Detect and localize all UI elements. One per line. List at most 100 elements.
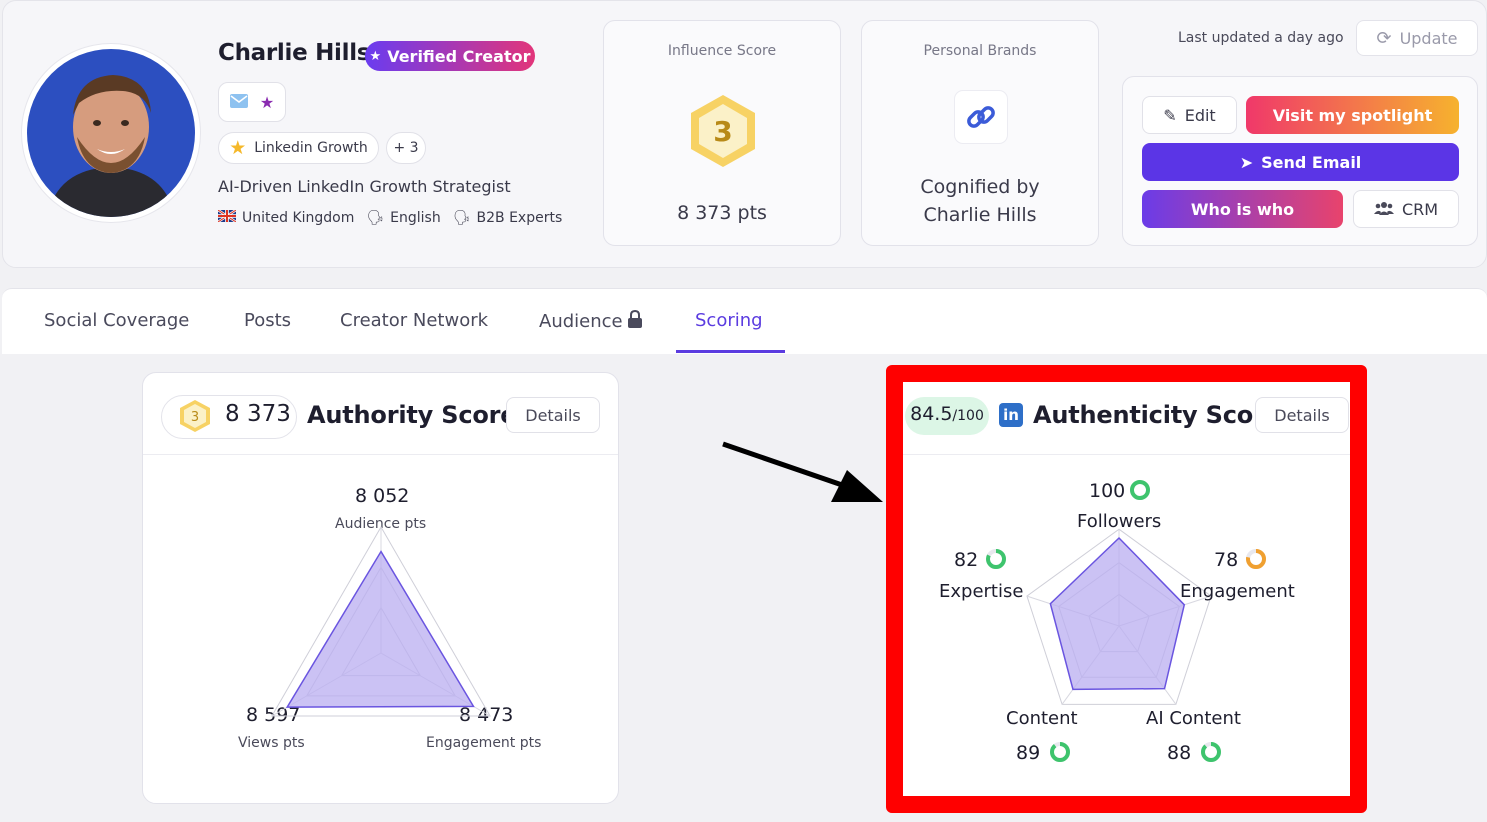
- tag-more-label: + 3: [393, 140, 419, 156]
- authenticity-suffix: /100: [952, 408, 984, 424]
- score-ring-progress: [1201, 742, 1221, 762]
- radar-value-label: 88: [1167, 742, 1191, 764]
- tab-posts[interactable]: Posts: [244, 310, 292, 331]
- authenticity-title: Authenticity Score: [1033, 401, 1281, 429]
- radar-value-label: 89: [1016, 742, 1040, 764]
- tab-creator-network[interactable]: Creator Network: [340, 310, 489, 331]
- star-icon: ★: [229, 137, 247, 159]
- speaking-head-icon: 🗣: [452, 210, 471, 226]
- radar-grid-ring: [1026, 528, 1212, 705]
- divider: [887, 454, 1363, 455]
- radar-grid-ring: [271, 526, 491, 717]
- crm-button[interactable]: CRM: [1353, 190, 1459, 228]
- update-button[interactable]: ⟳ Update: [1356, 20, 1478, 56]
- authenticity-details-button[interactable]: Details: [1255, 397, 1349, 433]
- audience-pts-value: 8 052: [355, 485, 410, 507]
- expertise-label: Expertise: [939, 581, 1024, 602]
- crm-label: CRM: [1401, 199, 1439, 219]
- influence-label: Influence Score: [667, 43, 777, 59]
- edit-icon: ✎: [1163, 105, 1177, 125]
- score-ring-progress: [986, 549, 1006, 569]
- authenticity-radar-chart: 100 78 88 89 82: [954, 480, 1266, 764]
- update-label: Update: [1399, 28, 1458, 48]
- tag-linkedin-growth[interactable]: ★ Linkedin Growth: [218, 132, 379, 164]
- send-icon: ➤: [1239, 152, 1254, 172]
- rank-hexagon-icon: 3: [180, 400, 210, 432]
- influence-rank: 3: [713, 115, 732, 148]
- audience-type: B2B Experts: [476, 210, 563, 226]
- authenticity-value-pill: 84.5 /100: [905, 397, 989, 435]
- personal-brands-card: Personal Brands Cognified by Charlie Hil…: [861, 20, 1099, 246]
- views-pts-label: Views pts: [238, 735, 305, 751]
- who-is-who-button[interactable]: Who is who: [1142, 190, 1343, 228]
- score-ring-progress: [1050, 742, 1070, 762]
- profile-meta: United Kingdom 🗣 English 🗣 B2B Experts: [217, 209, 563, 226]
- star-icon: ★: [369, 48, 382, 64]
- refresh-icon: ⟳: [1376, 27, 1392, 49]
- avatar: [22, 44, 200, 222]
- avatar-image: [27, 49, 195, 217]
- tabs-bar: [2, 288, 1487, 354]
- edit-label: Edit: [1184, 105, 1216, 125]
- authenticity-score-card: 84.5 /100 in Authenticity Score Details …: [886, 372, 1364, 804]
- followers-label: Followers: [1077, 511, 1162, 532]
- brand-name[interactable]: Cognified by Charlie Hills: [862, 173, 1098, 229]
- brand-line-2: Charlie Hills: [923, 204, 1037, 226]
- linkedin-icon: in: [999, 403, 1023, 427]
- score-ring-progress: [1130, 480, 1150, 500]
- authority-details-button[interactable]: Details: [506, 397, 600, 433]
- arrow-annotation: [722, 441, 883, 502]
- authority-title: Authority Score: [307, 401, 517, 429]
- audience-pts-label: Audience pts: [335, 516, 427, 532]
- tag-label: Linkedin Growth: [254, 140, 368, 156]
- influence-points: 8 373 pts: [677, 202, 767, 224]
- send-email-button[interactable]: ➤ Send Email: [1142, 143, 1459, 181]
- brands-label: Personal Brands: [923, 43, 1037, 59]
- verified-creator-badge: ★ Verified Creator: [365, 41, 535, 71]
- influence-score-card: Influence Score 3 8 373 pts: [603, 20, 841, 246]
- engagement-label: Engagement: [1180, 581, 1295, 602]
- verified-label: Verified Creator: [387, 46, 531, 66]
- visit-spotlight-button[interactable]: Visit my spotlight: [1246, 96, 1459, 134]
- language: English: [390, 210, 441, 226]
- country: United Kingdom: [242, 210, 355, 226]
- engagement-pts-value: 8 473: [459, 704, 514, 726]
- contact-icons: ★: [218, 82, 286, 122]
- engagement-pts-label: Engagement pts: [426, 735, 542, 751]
- spotlight-label: Visit my spotlight: [1272, 105, 1433, 125]
- active-tab-indicator: [676, 350, 785, 353]
- users-icon: [1373, 200, 1394, 219]
- tab-audience[interactable]: Audience: [539, 309, 643, 333]
- radar-value-label: 100: [1089, 480, 1125, 502]
- edit-button[interactable]: ✎ Edit: [1142, 96, 1237, 134]
- radar-series-area: [1049, 536, 1186, 691]
- rank-hexagon-icon: 3: [691, 95, 755, 167]
- uk-flag-icon: [217, 209, 237, 226]
- send-email-label: Send Email: [1261, 152, 1362, 172]
- authority-score-card: 3 8 373 Authority Score Details 8 052 Au…: [142, 372, 619, 804]
- profile-headline: AI-Driven LinkedIn Growth Strategist: [218, 177, 511, 196]
- tab-scoring[interactable]: Scoring: [695, 310, 763, 331]
- tag-more[interactable]: + 3: [386, 132, 426, 164]
- authority-rank: 3: [191, 410, 199, 425]
- authority-radar-chart: [271, 526, 491, 717]
- radar-value-label: 78: [1214, 549, 1238, 571]
- profile-name: Charlie Hills: [218, 40, 371, 66]
- tab-social-coverage[interactable]: Social Coverage: [44, 310, 190, 331]
- brand-line-1: Cognified by: [920, 176, 1040, 198]
- divider: [143, 454, 618, 455]
- content-label: Content: [1006, 708, 1078, 729]
- authority-value: 8 373: [225, 401, 291, 427]
- star-icon[interactable]: ★: [259, 92, 275, 112]
- mail-icon[interactable]: [229, 93, 248, 112]
- who-is-who-label: Who is who: [1190, 199, 1295, 219]
- highlight-box: [886, 365, 1367, 813]
- authenticity-value: 84.5: [910, 403, 953, 425]
- ai-content-label: AI Content: [1146, 708, 1241, 729]
- speaking-head-icon: 🗣: [366, 210, 385, 226]
- lock-icon: [627, 309, 643, 333]
- radar-value-label: 82: [954, 549, 978, 571]
- tab-audience-label: Audience: [539, 311, 623, 332]
- last-updated: Last updated a day ago: [1178, 30, 1344, 46]
- brand-logo[interactable]: [955, 91, 1007, 143]
